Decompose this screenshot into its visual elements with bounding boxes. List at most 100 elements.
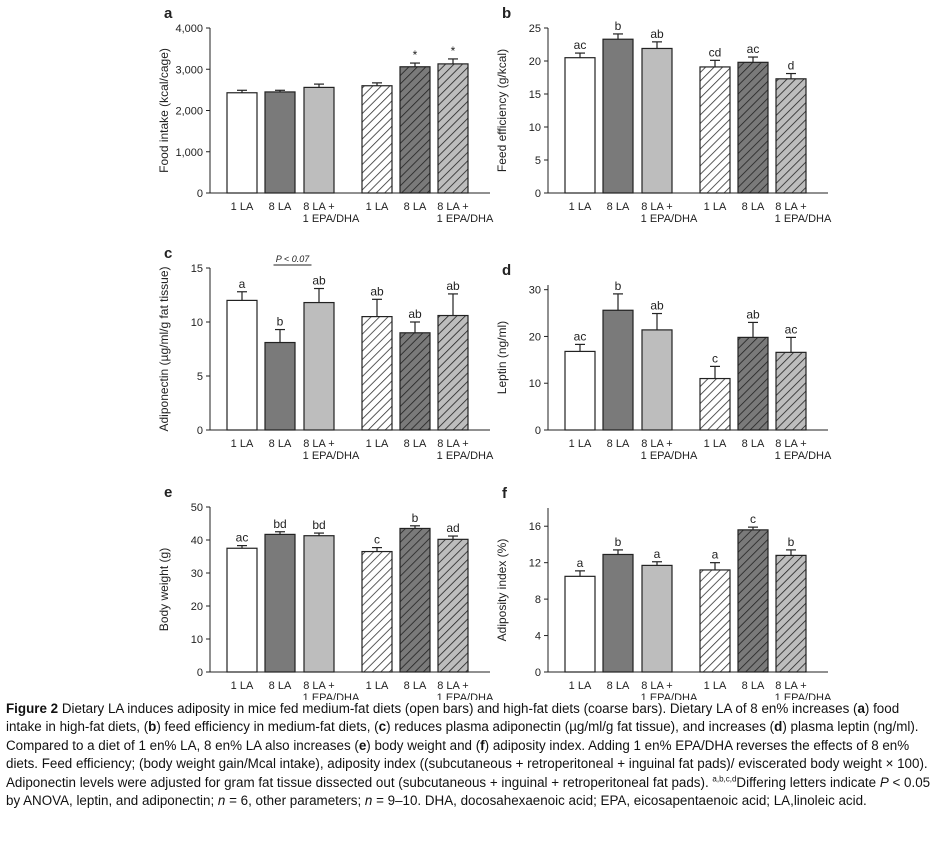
bar	[737, 336, 769, 431]
x-tick-label: 8 LA +1 EPA/DHA	[775, 201, 832, 225]
y-tick-label: 15	[529, 89, 541, 101]
significance-label: ab	[446, 279, 460, 293]
bar	[699, 66, 731, 194]
bar	[264, 533, 296, 673]
caption-run: ) body weight and (	[366, 737, 481, 753]
y-tick-label: 15	[191, 263, 203, 275]
caption-run: a	[857, 701, 865, 716]
x-tick-label: 8 LA	[607, 201, 630, 213]
bar	[699, 569, 731, 673]
y-tick-label: 0	[535, 667, 541, 679]
bar	[399, 527, 431, 673]
y-tick-label: 0	[535, 425, 541, 437]
x-tick-label: 8 LA	[742, 438, 765, 450]
x-tick-label: 8 LA +1 EPA/DHA	[303, 680, 360, 700]
significance-label: b	[788, 535, 795, 549]
bar	[775, 78, 807, 194]
significance-label: b	[615, 535, 622, 549]
bar	[361, 85, 393, 194]
caption-run: Figure 2	[6, 701, 59, 716]
bar	[641, 564, 673, 673]
significance-label: c	[712, 351, 718, 365]
bar	[564, 57, 596, 194]
significance-label: bd	[312, 518, 325, 532]
significance-label: d	[788, 59, 795, 73]
x-tick-label: 8 LA	[404, 201, 427, 213]
x-tick-label: 1 LA	[569, 201, 592, 213]
bar	[775, 351, 807, 431]
significance-label: ac	[747, 42, 760, 56]
caption-run: n	[364, 793, 373, 809]
significance-label: ab	[370, 284, 384, 298]
y-tick-label: 2,000	[175, 106, 203, 118]
x-tick-label: 1 LA	[231, 438, 254, 450]
x-tick-label: 8 LA +1 EPA/DHA	[437, 438, 494, 462]
x-tick-label: 8 LA +1 EPA/DHA	[437, 201, 494, 225]
significance-label: c	[750, 512, 756, 526]
caption-run: b	[148, 719, 157, 735]
y-tick-label: 3,000	[175, 64, 203, 76]
y-tick-label: 10	[191, 634, 203, 646]
significance-label: ac	[574, 329, 587, 343]
caption-run: a,b,c,d	[712, 774, 737, 784]
x-tick-label: 8 LA	[269, 438, 292, 450]
caption-run: = 6, other parameters;	[225, 793, 365, 809]
bar	[437, 538, 469, 673]
significance-label: a	[712, 548, 719, 562]
x-tick-label: 8 LA	[607, 680, 630, 692]
caption-run: f	[480, 737, 485, 753]
panel-label: b	[502, 5, 511, 22]
significance-label: ac	[785, 322, 798, 336]
y-tick-label: 20	[529, 331, 541, 343]
bar	[264, 91, 296, 194]
significance-label: b	[615, 279, 622, 293]
bar	[399, 66, 431, 194]
significance-label: a	[239, 277, 246, 291]
caption-run: ) feed efficiency in medium-fat diets, (	[156, 719, 379, 735]
caption: Figure 2 Dietary LA induces adiposity in…	[6, 700, 934, 810]
significance-label: b	[277, 315, 284, 329]
caption-run: P	[879, 774, 889, 790]
caption-run: Dietary LA induces adiposity in mice fed…	[58, 701, 858, 716]
y-tick-label: 30	[529, 285, 541, 297]
y-tick-label: 20	[191, 601, 203, 613]
y-tick-label: 30	[191, 568, 203, 580]
x-tick-label: 1 LA	[569, 438, 592, 450]
significance-label: ab	[650, 27, 664, 41]
y-tick-label: 10	[529, 122, 541, 134]
y-axis-label: Adiponectin (µg/ml/g fat tissue)	[157, 267, 171, 432]
bar	[602, 38, 634, 194]
significance-label: ab	[312, 274, 326, 288]
bar	[437, 314, 469, 431]
significance-label: ad	[446, 521, 459, 535]
y-tick-label: 10	[191, 317, 203, 329]
y-tick-label: 0	[197, 188, 203, 200]
x-tick-label: 8 LA	[404, 438, 427, 450]
figure: a Food intake (kcal/cage) 0 1,000 2,000 3,000…	[157, 5, 832, 700]
y-tick-label: 4,000	[175, 23, 203, 35]
bar	[737, 61, 769, 194]
y-tick-label: 1,000	[175, 147, 203, 159]
x-tick-label: 8 LA +1 EPA/DHA	[303, 438, 360, 462]
bar	[641, 47, 673, 194]
significance-label: bd	[273, 517, 286, 531]
significance-label: ab	[746, 307, 760, 321]
x-tick-label: 8 LA +1 EPA/DHA	[641, 201, 698, 225]
x-tick-label: 8 LA	[607, 438, 630, 450]
x-tick-label: 1 LA	[366, 438, 389, 450]
y-tick-label: 0	[197, 425, 203, 437]
x-tick-label: 8 LA	[404, 680, 427, 692]
y-tick-label: 25	[529, 23, 541, 35]
bar	[564, 350, 596, 431]
y-tick-label: 5	[197, 371, 203, 383]
y-tick-label: 12	[529, 558, 541, 570]
bar	[226, 92, 258, 194]
x-tick-label: 1 LA	[231, 201, 254, 213]
bar	[361, 550, 393, 673]
x-tick-label: 8 LA	[742, 201, 765, 213]
bar	[264, 341, 296, 431]
x-tick-label: 8 LA +1 EPA/DHA	[303, 201, 360, 225]
bar	[641, 329, 673, 431]
panel-label: c	[164, 245, 172, 262]
